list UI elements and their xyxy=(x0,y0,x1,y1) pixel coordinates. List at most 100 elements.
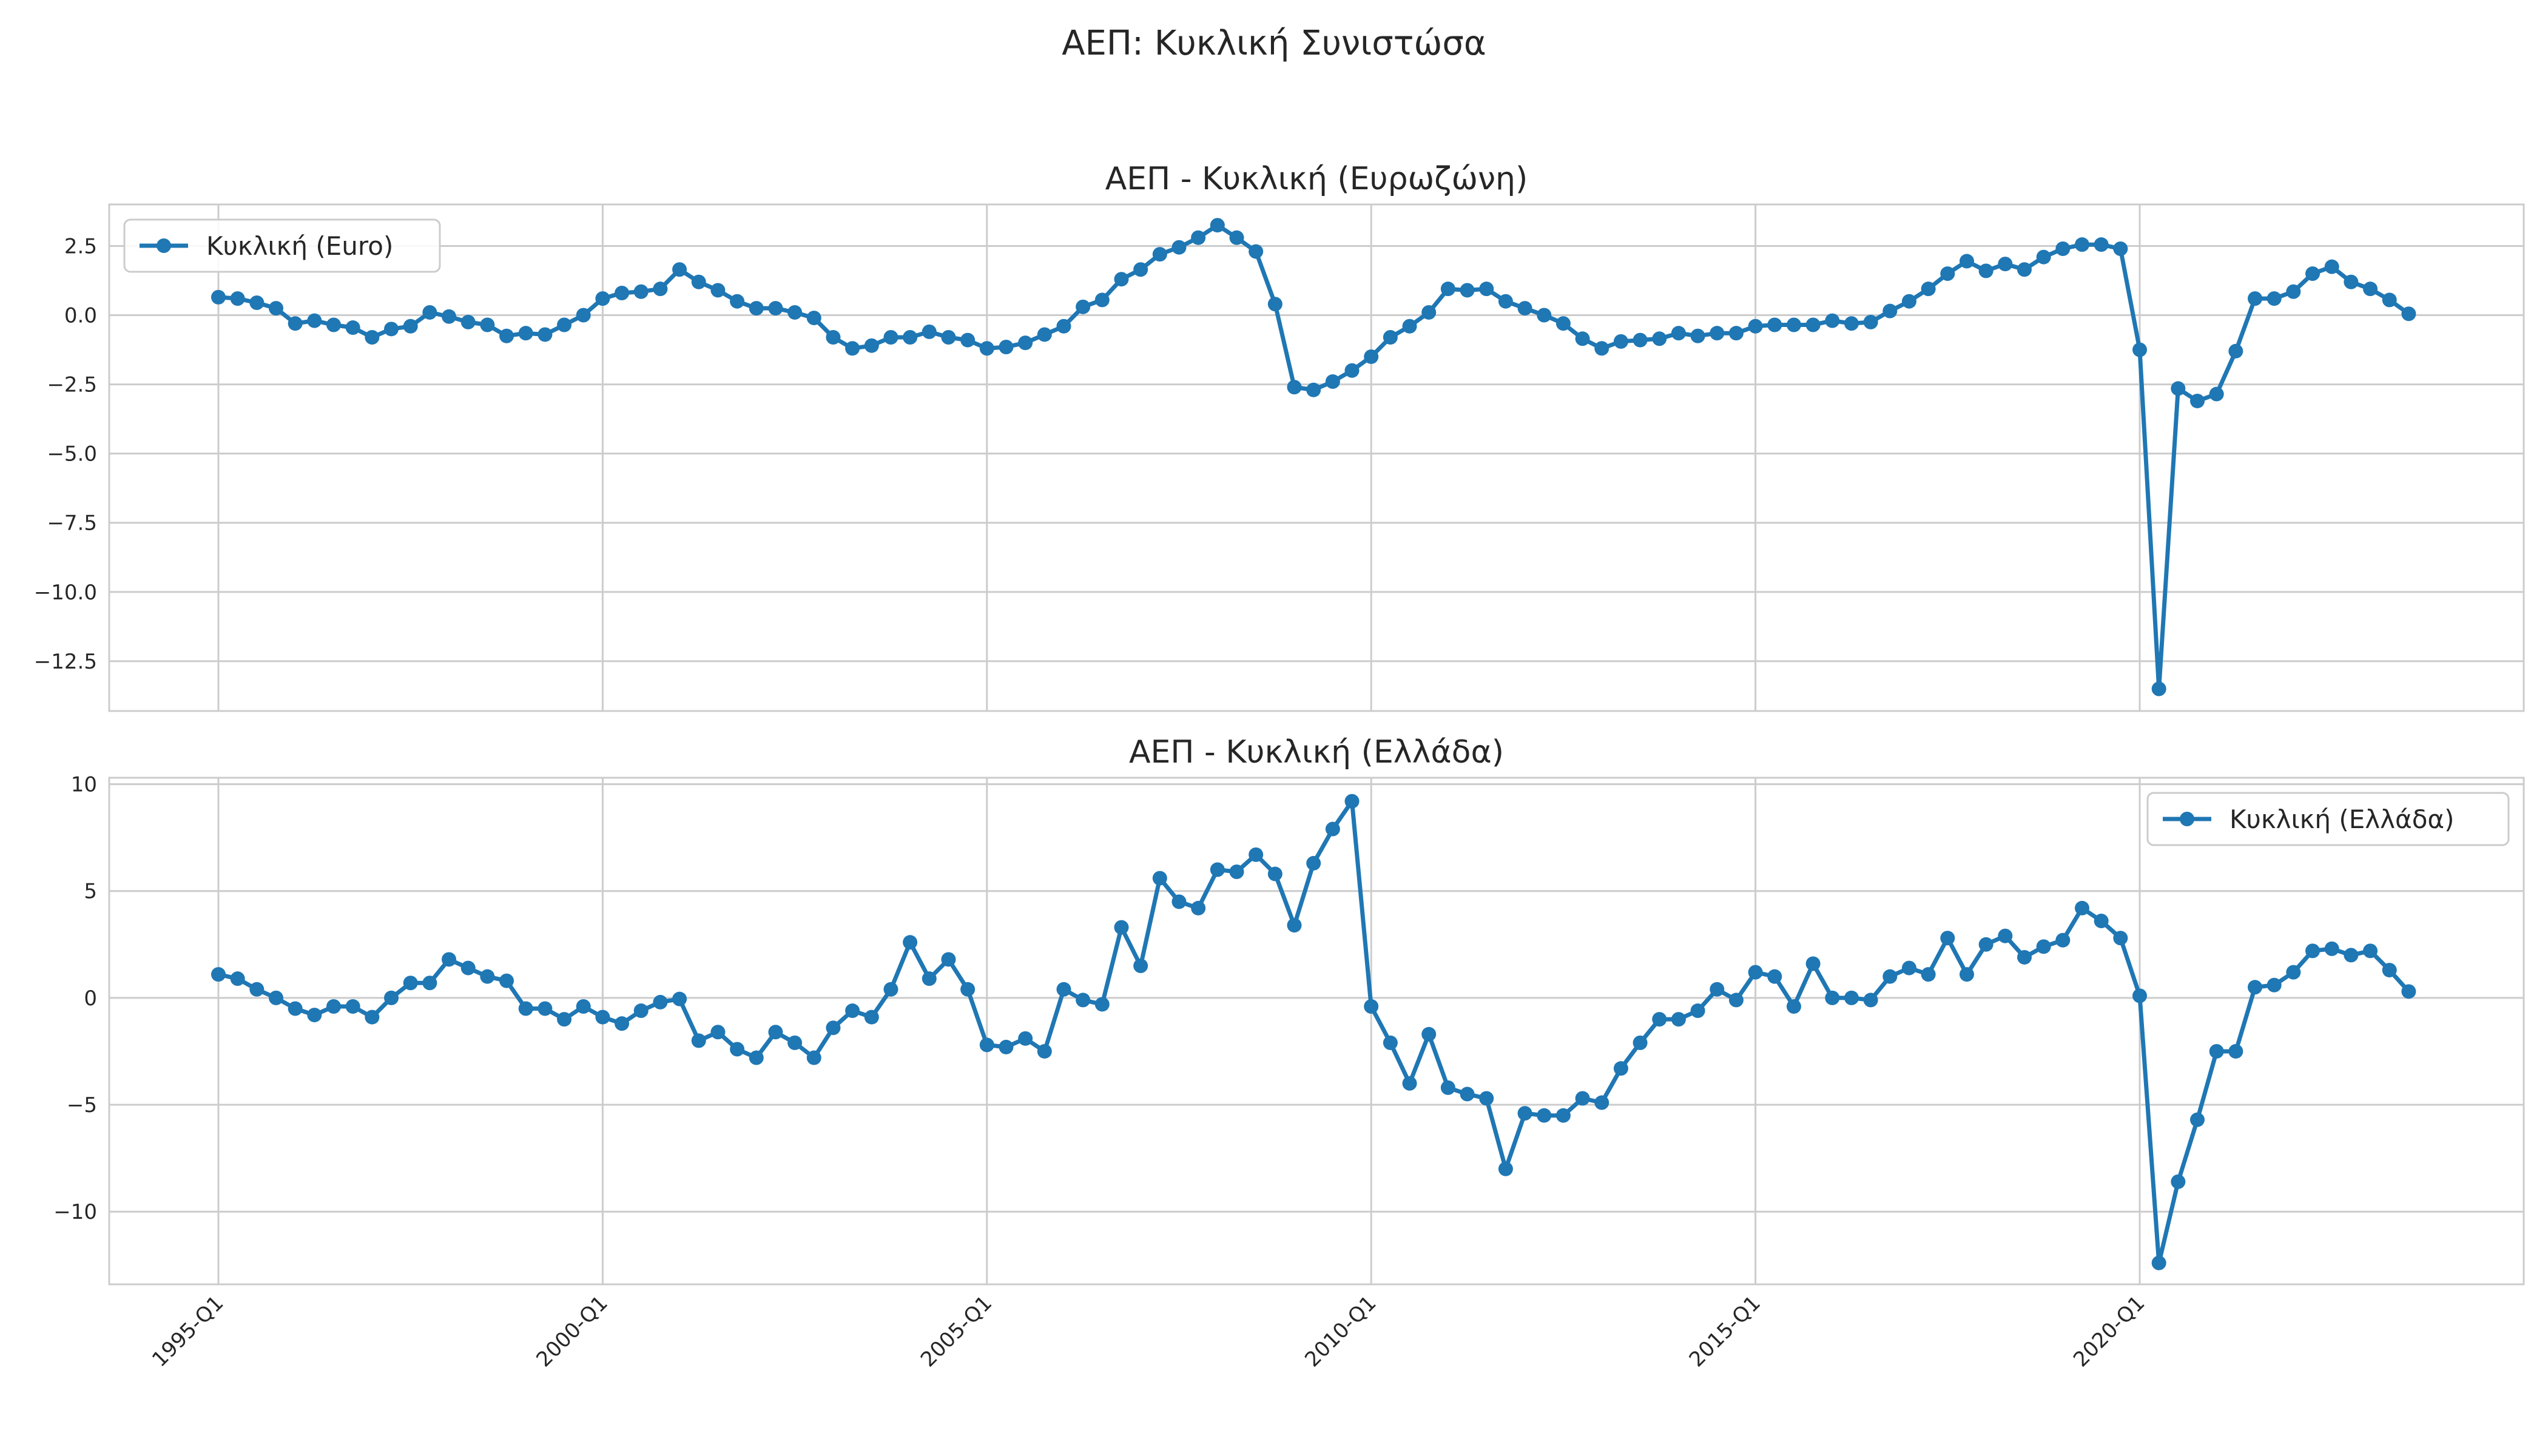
greece-data-point xyxy=(1037,1043,1052,1059)
greece-data-point xyxy=(979,1037,994,1053)
eurozone-data-point xyxy=(518,326,533,341)
greece-data-point xyxy=(1537,1108,1552,1123)
greece-data-point xyxy=(1633,1035,1648,1050)
eurozone-data-point xyxy=(653,281,668,297)
eurozone-data-point xyxy=(2401,306,2416,322)
greece-data-point xyxy=(1076,993,1091,1008)
x-tick-label: 2015-Q1 xyxy=(1685,1291,1765,1372)
eurozone-data-point xyxy=(826,330,841,345)
greece-y-axis: 10 5 0 −5 −10 xyxy=(53,773,97,1225)
greece-data-point xyxy=(1940,931,1955,946)
greece-data-point xyxy=(2036,939,2051,954)
greece-data-point xyxy=(269,990,284,1005)
eurozone-data-point xyxy=(1767,317,1782,332)
greece-data-point xyxy=(1056,982,1071,997)
eurozone-data-point xyxy=(1555,316,1571,331)
x-tick-label: 1995-Q1 xyxy=(147,1291,228,1372)
eurozone-data-point xyxy=(1498,294,1513,309)
figure-title: ΑΕΠ: Κυκλική Συνιστώσα xyxy=(1062,24,1486,63)
greece-data-point xyxy=(749,1050,764,1065)
eurozone-data-point xyxy=(1249,244,1264,259)
greece-data-point xyxy=(1575,1091,1590,1106)
eurozone-data-point xyxy=(1421,305,1437,320)
greece-data-point xyxy=(403,976,418,991)
greece-data-point xyxy=(1978,937,1994,952)
greece-data-point xyxy=(211,967,226,982)
eurozone-data-point xyxy=(326,317,342,332)
greece-data-point xyxy=(672,991,687,1006)
eurozone-data-point xyxy=(2094,237,2109,252)
eurozone-data-point xyxy=(1094,292,1110,308)
eurozone-data-point xyxy=(1402,318,1417,334)
greece-data-point xyxy=(384,990,399,1005)
greece-data-point xyxy=(1690,1003,1705,1019)
eurozone-data-point xyxy=(1517,301,1532,316)
greece-data-point xyxy=(1383,1035,1398,1050)
greece-data-point xyxy=(2324,941,2339,956)
eurozone-data-point xyxy=(2305,266,2320,281)
eurozone-data-point xyxy=(730,294,745,309)
greece-data-point xyxy=(1710,982,1725,997)
greece-data-point xyxy=(2363,943,2378,959)
greece-data-point xyxy=(864,1009,879,1025)
eurozone-data-point xyxy=(365,330,380,345)
eurozone-data-point xyxy=(1825,313,1840,328)
eurozone-data-point xyxy=(1287,380,1302,395)
greece-data-point xyxy=(883,982,898,997)
greece-y-tick-label: −10 xyxy=(53,1200,97,1224)
eurozone-y-tick-label: −7.5 xyxy=(47,511,97,536)
eurozone-data-point xyxy=(403,318,418,334)
eurozone-data-point xyxy=(211,289,226,305)
eurozone-data-point xyxy=(1940,266,1955,281)
eurozone-data-point xyxy=(749,301,764,316)
eurozone-data-point xyxy=(1671,326,1686,341)
eurozone-data-point xyxy=(768,301,783,316)
greece-legend-marker xyxy=(2180,812,2194,826)
greece-data-point xyxy=(2382,963,2397,978)
greece-data-point xyxy=(1152,871,1167,886)
greece-data-point xyxy=(903,935,918,950)
greece-data-point xyxy=(288,1001,303,1016)
eurozone-data-point xyxy=(1748,318,1763,334)
greece-data-point xyxy=(1517,1106,1532,1121)
greece-data-point xyxy=(2171,1174,2186,1189)
greece-data-point xyxy=(1921,967,1936,982)
greece-data-point xyxy=(1421,1026,1437,1042)
greece-data-point xyxy=(365,1009,380,1025)
greece-data-point xyxy=(249,982,265,997)
eurozone-data-point xyxy=(1344,363,1360,378)
greece-legend-box xyxy=(2146,792,2510,846)
greece-data-point xyxy=(1114,920,1129,935)
greece-data-point xyxy=(1998,928,2013,943)
eurozone-data-point xyxy=(460,314,476,329)
greece-data-point xyxy=(2286,965,2301,980)
x-tick-label: 2020-Q1 xyxy=(2069,1291,2149,1372)
greece-data-point xyxy=(1844,990,1859,1005)
eurozone-data-point xyxy=(2055,241,2071,257)
greece-data-point xyxy=(1267,866,1282,881)
greece-legend: Κυκλική (Ελλάδα) xyxy=(2146,792,2510,846)
eurozone-data-point xyxy=(941,330,956,345)
greece-data-point xyxy=(1555,1108,1571,1123)
greece-y-tick-label: 5 xyxy=(84,880,97,904)
eurozone-data-point xyxy=(2151,681,2166,696)
eurozone-data-point xyxy=(1805,317,1821,332)
eurozone-data-point xyxy=(710,283,726,298)
greece-data-point xyxy=(1882,969,1898,984)
greece-data-point xyxy=(806,1050,821,1065)
greece-data-point xyxy=(1748,965,1763,980)
eurozone-data-point xyxy=(1191,230,1206,245)
eurozone-data-point xyxy=(2113,241,2128,257)
greece-data-point xyxy=(1133,959,1148,974)
greece-data-point xyxy=(326,999,342,1014)
greece-series xyxy=(211,794,2416,1270)
greece-data-point xyxy=(2113,931,2128,946)
eurozone-data-point xyxy=(633,284,649,299)
eurozone-data-point xyxy=(1306,382,1321,397)
eurozone-data-point xyxy=(307,313,322,328)
eurozone-data-point xyxy=(1594,341,1609,356)
eurozone-data-point xyxy=(960,332,976,348)
greece-data-point xyxy=(307,1008,322,1023)
greece-data-point xyxy=(230,971,245,986)
greece-data-point xyxy=(922,971,937,986)
